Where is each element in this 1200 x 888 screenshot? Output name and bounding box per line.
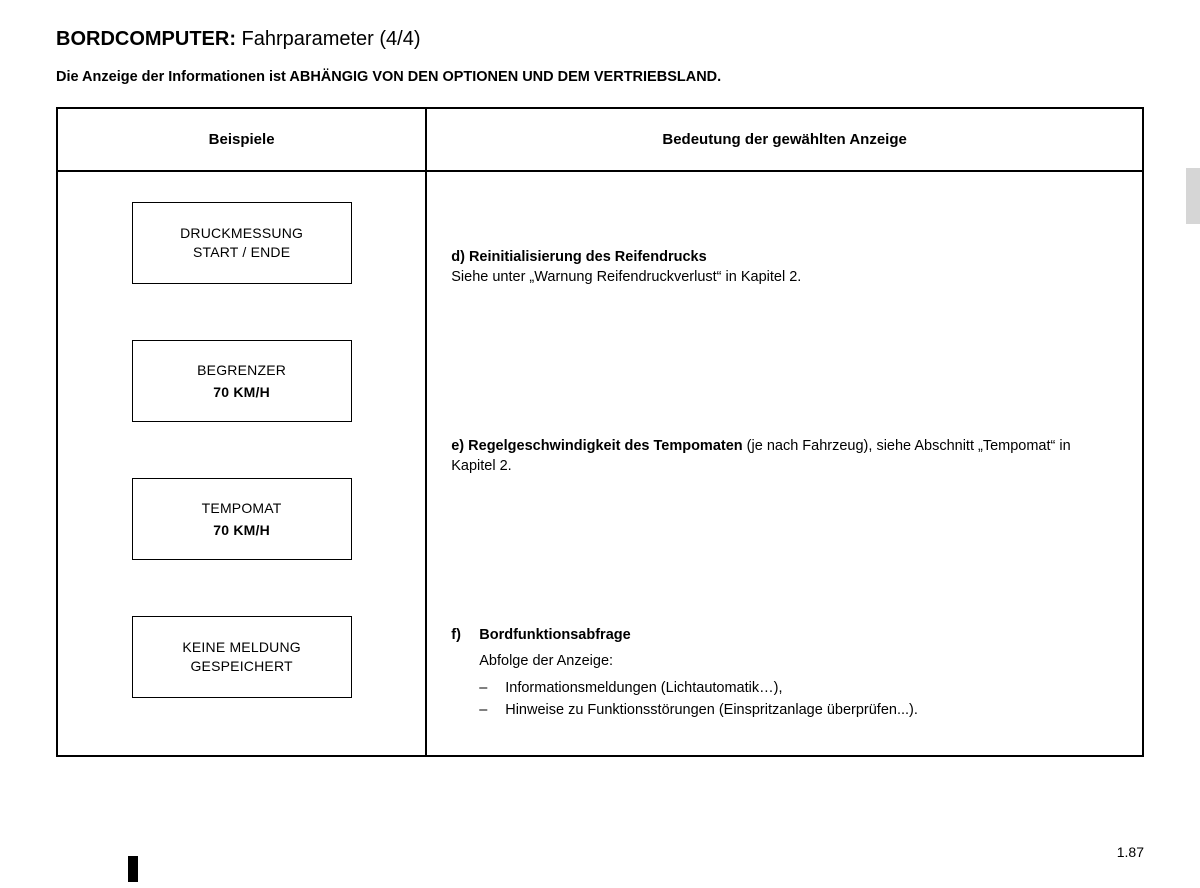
display-box-limiter: BEGRENZER 70 KM/H bbox=[132, 340, 352, 422]
page-title: BORDCOMPUTER: Fahrparameter (4/4) bbox=[56, 28, 1144, 51]
dash-icon: – bbox=[479, 679, 493, 699]
footer-mark bbox=[128, 856, 138, 882]
col-header-examples: Beispiele bbox=[57, 108, 426, 171]
page-subtitle: Die Anzeige der Informationen ist ABHÄNG… bbox=[56, 69, 1144, 85]
display-line: TEMPOMAT bbox=[202, 499, 282, 518]
display-box-no-message: KEINE MELDUNG GESPEICHERT bbox=[132, 616, 352, 698]
meaning-f: f) Bordfunktionsabfrage Abfolge der Anze… bbox=[451, 626, 1118, 720]
display-box-cruise: TEMPOMAT 70 KM/H bbox=[132, 478, 352, 560]
col-header-meaning: Bedeutung der gewählten Anzeige bbox=[426, 108, 1143, 171]
meaning-column: d) Reinitialisierung des Reifendrucks Si… bbox=[427, 172, 1142, 755]
list-item: – Informationsmeldungen (Lichtautomatik…… bbox=[479, 679, 1118, 699]
dash-icon: – bbox=[479, 701, 493, 721]
display-line: BEGRENZER bbox=[197, 361, 286, 380]
meaning-f-title: Bordfunktionsabfrage bbox=[479, 626, 630, 646]
meaning-f-letter: f) bbox=[451, 626, 469, 646]
display-line: 70 KM/H bbox=[213, 521, 270, 540]
meaning-d-body: Siehe unter „Warnung Reifendruckverlust“… bbox=[451, 268, 1118, 288]
title-rest: Fahrparameter (4/4) bbox=[236, 28, 421, 50]
meaning-e: e) Regelgeschwindigkeit des Tempomaten (… bbox=[451, 437, 1118, 476]
parameters-table: Beispiele Bedeutung der gewählten Anzeig… bbox=[56, 107, 1144, 757]
meaning-f-list: – Informationsmeldungen (Lichtautomatik…… bbox=[479, 679, 1118, 720]
list-text: Hinweise zu Funktionsstörungen (Einsprit… bbox=[505, 701, 918, 721]
display-line: 70 KM/H bbox=[213, 383, 270, 402]
edge-tab bbox=[1186, 168, 1200, 224]
meaning-e-title: e) Regelgeschwindigkeit des Tempomaten bbox=[451, 438, 742, 454]
list-item: – Hinweise zu Funktionsstörungen (Einspr… bbox=[479, 701, 1118, 721]
display-line: GESPEICHERT bbox=[190, 657, 292, 676]
meaning-d: d) Reinitialisierung des Reifendrucks Si… bbox=[451, 248, 1118, 287]
meaning-f-sub: Abfolge der Anzeige: bbox=[479, 652, 1118, 672]
display-line: KEINE MELDUNG bbox=[182, 638, 301, 657]
title-bold: BORDCOMPUTER: bbox=[56, 28, 236, 50]
display-line: DRUCKMESSUNG bbox=[180, 224, 303, 243]
display-line: START / ENDE bbox=[193, 243, 290, 262]
display-box-pressure: DRUCKMESSUNG START / ENDE bbox=[132, 202, 352, 284]
list-text: Informationsmeldungen (Lichtautomatik…), bbox=[505, 679, 782, 699]
meaning-d-title: d) Reinitialisierung des Reifendrucks bbox=[451, 249, 706, 265]
page-number: 1.87 bbox=[1117, 844, 1144, 860]
examples-column: DRUCKMESSUNG START / ENDE BEGRENZER 70 K… bbox=[58, 172, 425, 728]
